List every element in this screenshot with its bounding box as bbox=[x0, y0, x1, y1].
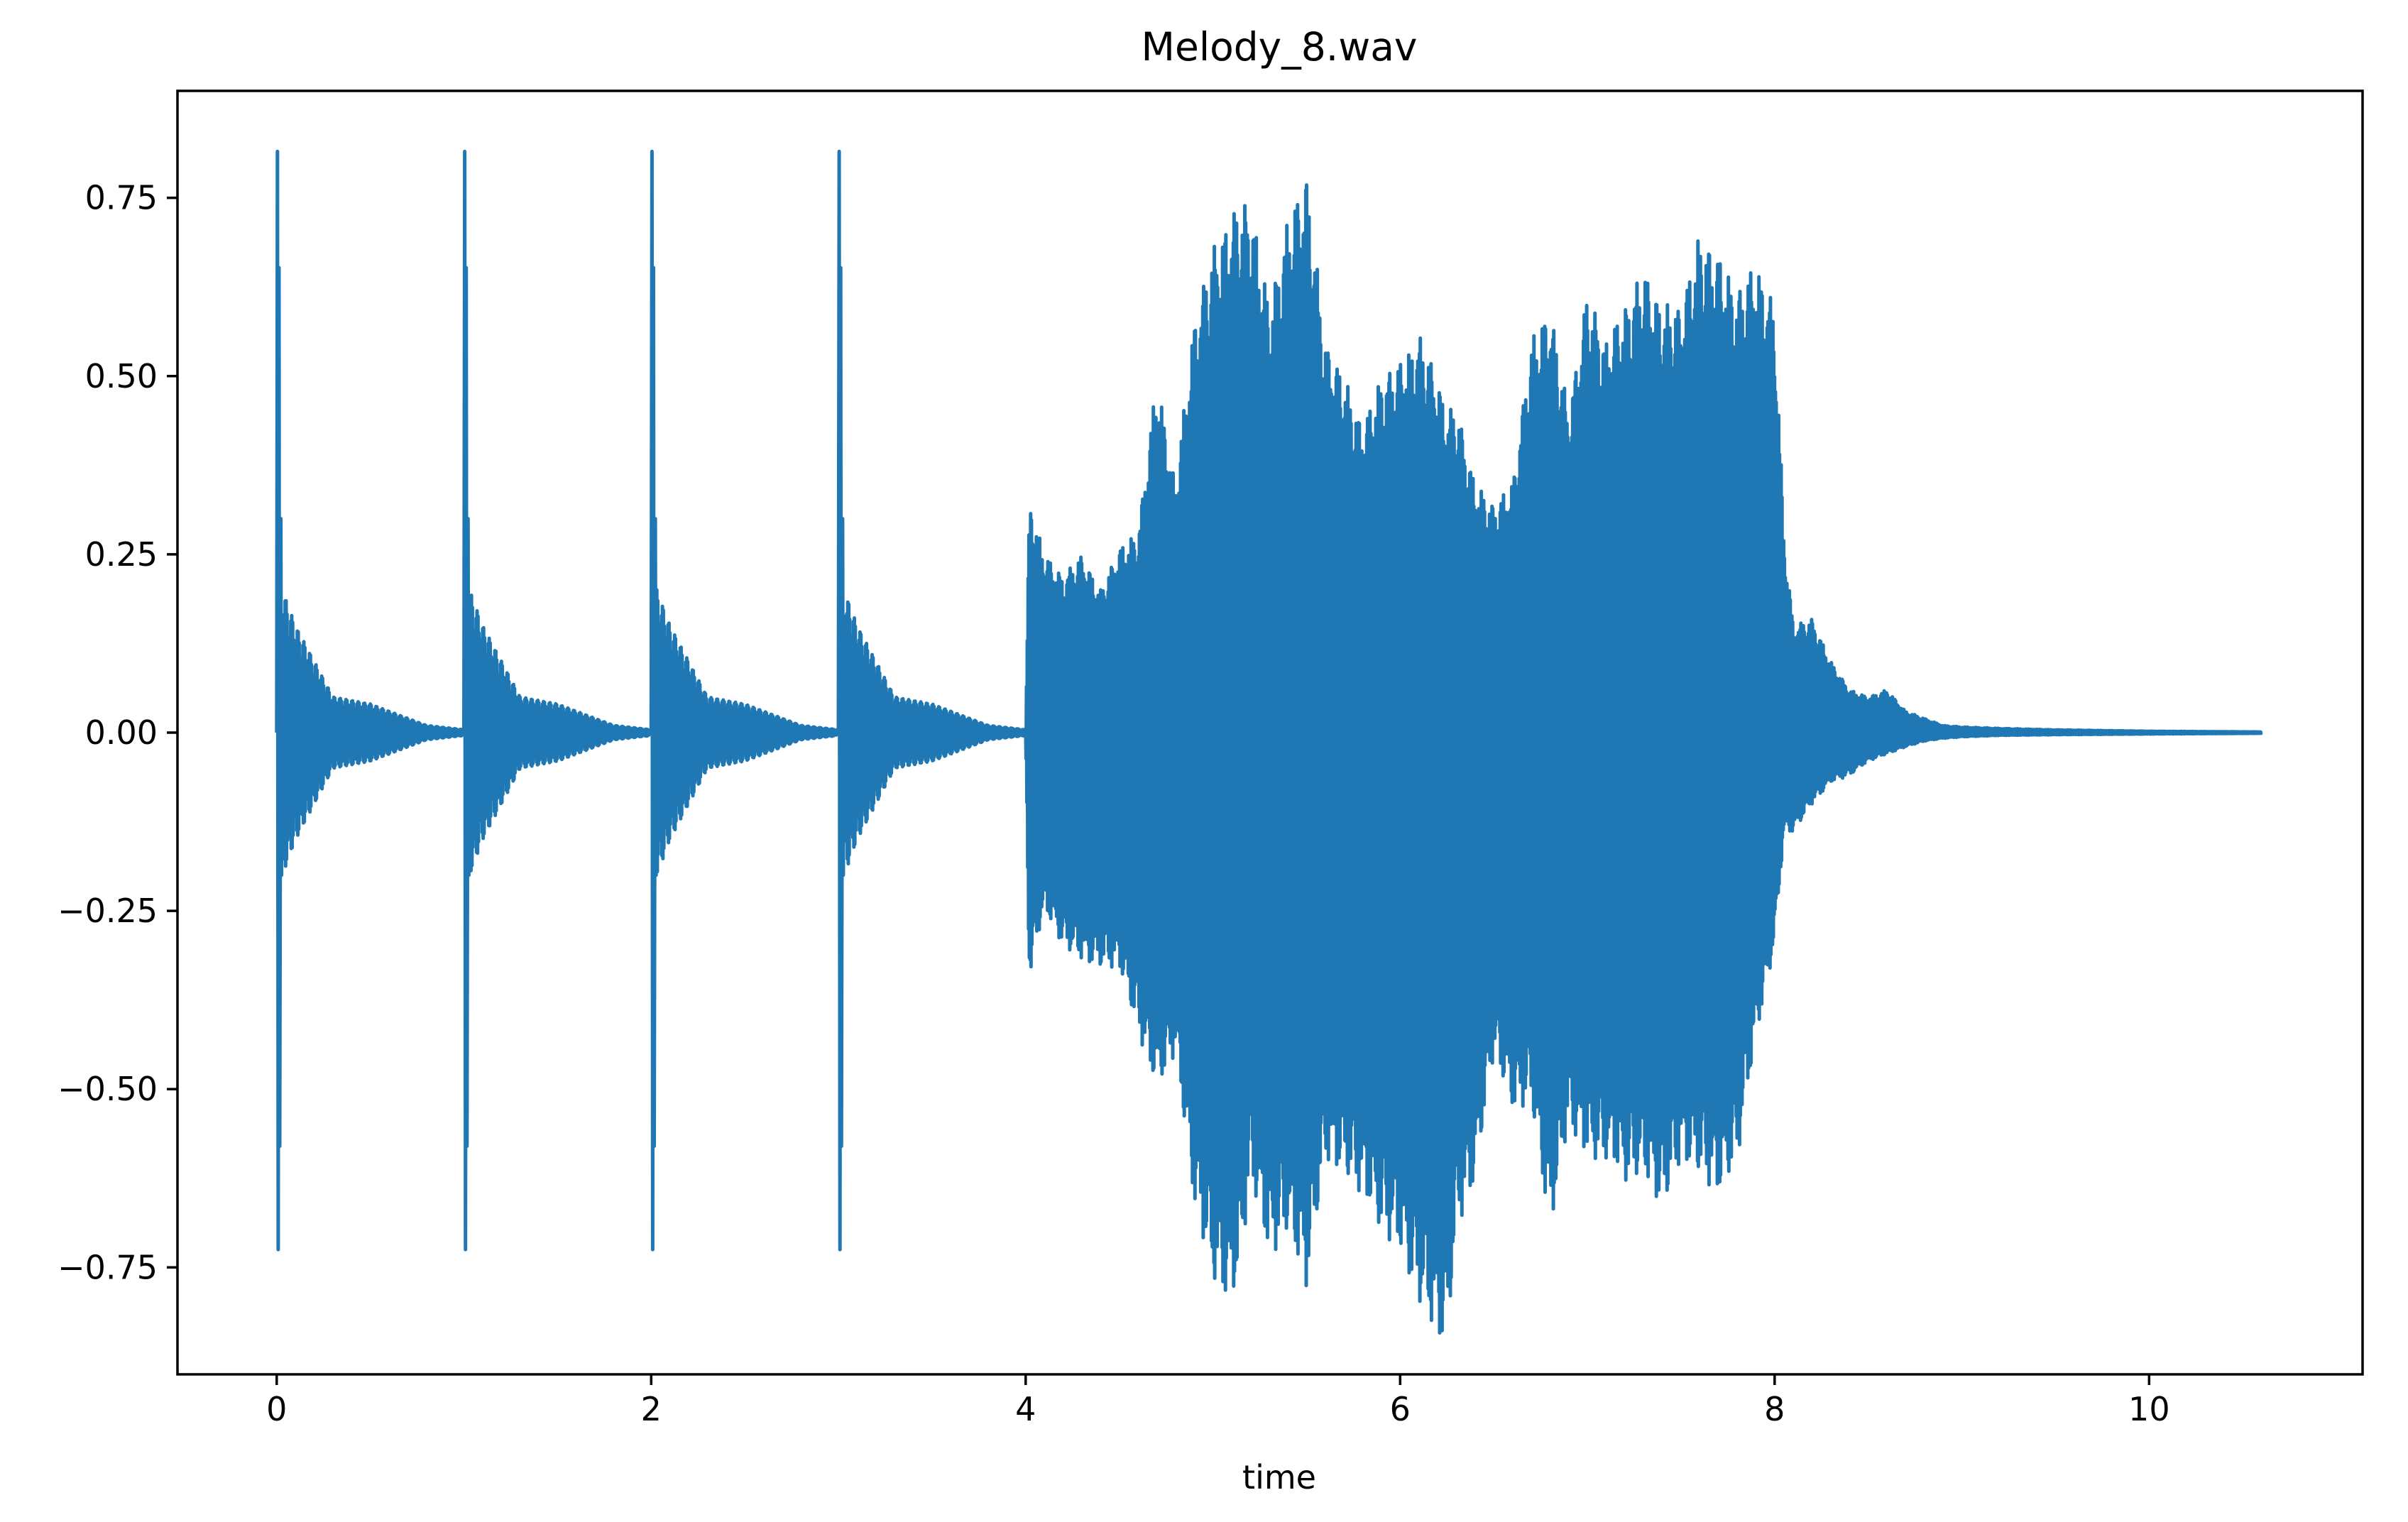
y-tick-label: −0.50 bbox=[58, 1070, 158, 1108]
x-tick-label: 2 bbox=[641, 1390, 662, 1428]
x-tick-label: 8 bbox=[1764, 1390, 1785, 1428]
chart-title: Melody_8.wav bbox=[1142, 24, 1418, 70]
y-tick-label: −0.25 bbox=[58, 892, 158, 930]
x-tick-label: 4 bbox=[1015, 1390, 1036, 1428]
y-axis: 0.75 0.50 0.25 0.00 −0.25 −0.50 −0.75 bbox=[58, 179, 177, 1286]
y-tick-label: 0.25 bbox=[85, 535, 158, 574]
x-axis: 0 2 4 6 8 10 bbox=[266, 1374, 2170, 1428]
y-tick-label: 0.75 bbox=[85, 179, 158, 217]
waveform-series bbox=[275, 149, 2263, 1335]
x-axis-label: time bbox=[1242, 1458, 1316, 1496]
y-tick-label: 0.00 bbox=[85, 713, 158, 752]
plot-area bbox=[275, 149, 2263, 1335]
waveform-line bbox=[275, 149, 2263, 1335]
x-tick-label: 10 bbox=[2128, 1390, 2170, 1428]
y-tick-label: −0.75 bbox=[58, 1248, 158, 1286]
x-tick-label: 0 bbox=[266, 1390, 287, 1428]
y-tick-label: 0.50 bbox=[85, 357, 158, 395]
x-tick-label: 6 bbox=[1390, 1390, 1411, 1428]
